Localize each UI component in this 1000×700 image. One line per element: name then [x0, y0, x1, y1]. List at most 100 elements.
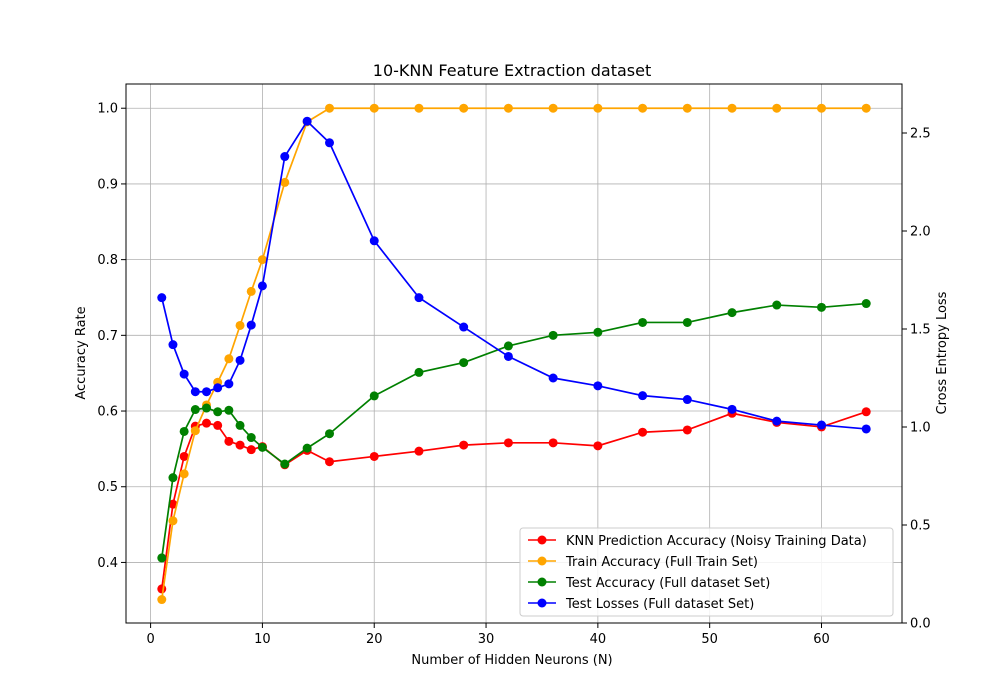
y2-tick-label: 1.0 — [910, 421, 931, 436]
data-point — [157, 293, 167, 303]
data-point — [157, 595, 167, 605]
y2-tick-label: 0.0 — [910, 617, 931, 632]
data-point — [179, 369, 189, 379]
x-tick-label: 40 — [590, 632, 607, 647]
series-3 — [157, 116, 871, 434]
legend-label-train: Train Accuracy (Full Train Set) — [565, 555, 758, 570]
legend-marker-knn — [537, 535, 547, 545]
legend-item-test-losses: Test Losses (Full dataset Set) — [528, 597, 754, 612]
legend: KNN Prediction Accuracy (Noisy Training … — [519, 527, 894, 617]
data-point — [503, 103, 513, 113]
data-point — [503, 341, 513, 351]
data-point — [157, 553, 167, 563]
x-tick-label: 0 — [146, 632, 154, 647]
legend-box — [519, 527, 894, 617]
data-point — [682, 425, 692, 435]
data-point — [224, 436, 234, 446]
data-point — [772, 103, 782, 113]
y-tick-label: 0.4 — [97, 556, 118, 571]
data-point — [369, 391, 379, 401]
legend-marker-train — [537, 556, 547, 566]
data-point — [280, 152, 290, 162]
data-point — [727, 103, 737, 113]
series-layer — [157, 103, 871, 605]
data-point — [213, 383, 223, 393]
data-point — [257, 255, 267, 265]
data-point — [257, 281, 267, 291]
data-point — [213, 407, 223, 417]
data-point — [816, 302, 826, 312]
y-tick-label: 0.8 — [97, 253, 118, 268]
x-tick-label: 10 — [254, 632, 271, 647]
data-point — [280, 459, 290, 469]
data-point — [638, 427, 648, 437]
y-tick-label: 0.7 — [97, 329, 118, 344]
data-point — [246, 286, 256, 296]
data-point — [772, 300, 782, 310]
legend-item-train: Train Accuracy (Full Train Set) — [528, 555, 758, 570]
x-axis-title: Number of Hidden Neurons (N) — [411, 653, 612, 668]
data-point — [414, 367, 424, 377]
data-point — [246, 433, 256, 443]
data-point — [593, 381, 603, 391]
legend-label-knn: KNN Prediction Accuracy (Noisy Training … — [566, 534, 867, 549]
data-point — [224, 354, 234, 364]
y-axis-right: 0.0 0.5 1.0 1.5 2.0 2.5 — [902, 127, 931, 632]
data-point — [168, 516, 178, 526]
y2-tick-label: 1.5 — [910, 323, 931, 338]
data-point — [202, 387, 212, 397]
legend-marker-test-accuracy — [537, 577, 547, 587]
data-point — [325, 457, 335, 467]
data-point — [459, 322, 469, 332]
data-point — [224, 379, 234, 389]
data-point — [593, 103, 603, 113]
data-point — [235, 320, 245, 330]
plot-frame — [125, 83, 903, 624]
legend-item-knn: KNN Prediction Accuracy (Noisy Training … — [528, 534, 867, 549]
legend-label-test-accuracy: Test Accuracy (Full dataset Set) — [565, 576, 770, 591]
data-point — [190, 426, 200, 436]
data-point — [682, 317, 692, 327]
data-point — [861, 299, 871, 309]
data-point — [638, 103, 648, 113]
legend-label-test-losses: Test Losses (Full dataset Set) — [565, 597, 754, 612]
chart-title: 10-KNN Feature Extraction dataset — [373, 61, 651, 80]
y-axis-title: Accuracy Rate — [74, 306, 89, 399]
data-point — [548, 330, 558, 340]
x-axis: 0 10 20 30 40 50 60 — [146, 623, 830, 647]
data-point — [816, 420, 826, 430]
y2-axis-title: Cross Entropy Loss — [935, 291, 950, 414]
data-point — [593, 441, 603, 451]
data-point — [235, 420, 245, 430]
data-point — [168, 499, 178, 509]
data-point — [414, 446, 424, 456]
data-point — [861, 407, 871, 417]
y-axis-left: 0.4 0.5 0.6 0.7 0.8 0.9 1.0 — [97, 102, 126, 571]
data-point — [369, 103, 379, 113]
data-point — [325, 103, 335, 113]
y-tick-label: 0.9 — [97, 177, 118, 192]
data-point — [861, 424, 871, 434]
data-point — [682, 103, 692, 113]
data-point — [638, 317, 648, 327]
x-tick-label: 50 — [701, 632, 718, 647]
data-point — [861, 103, 871, 113]
data-point — [548, 103, 558, 113]
data-point — [235, 355, 245, 365]
y-tick-label: 0.6 — [97, 405, 118, 420]
data-point — [179, 426, 189, 436]
legend-marker-test-losses — [537, 598, 547, 608]
data-point — [224, 405, 234, 415]
data-point — [157, 584, 167, 594]
x-tick-label: 30 — [478, 632, 495, 647]
y-tick-label: 1.0 — [97, 102, 118, 117]
data-point — [369, 451, 379, 461]
data-point — [257, 442, 267, 452]
data-point — [503, 351, 513, 361]
data-point — [414, 293, 424, 303]
data-point — [682, 395, 692, 405]
series-2 — [157, 299, 871, 563]
data-point — [190, 405, 200, 415]
data-point — [325, 429, 335, 439]
